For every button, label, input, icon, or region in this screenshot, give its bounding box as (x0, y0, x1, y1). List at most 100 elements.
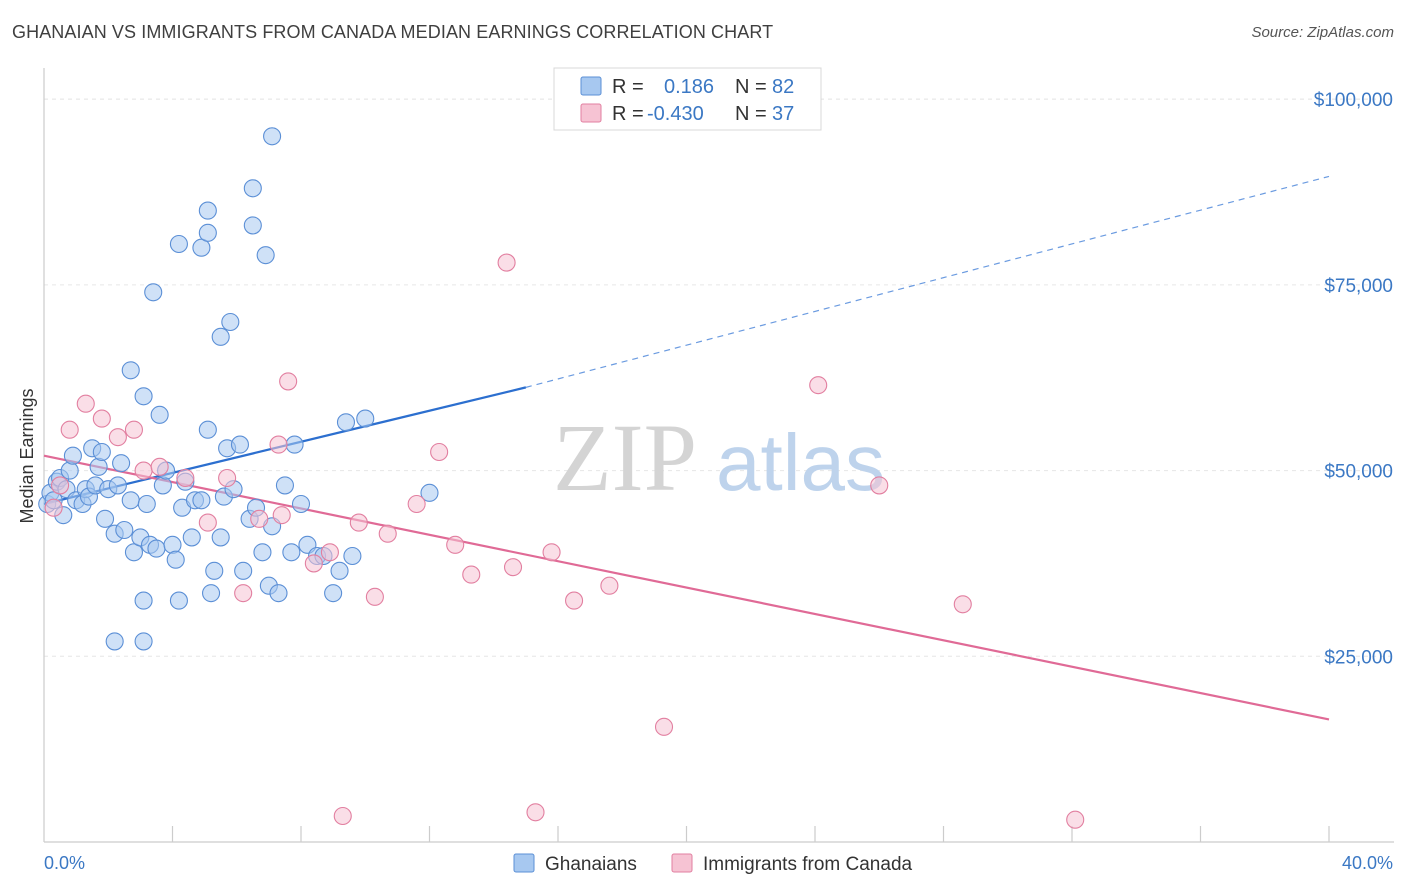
point-ghanaians (134, 591, 153, 610)
point-canada (870, 476, 889, 495)
point-ghanaians (144, 283, 163, 302)
point-canada (497, 253, 516, 272)
point-canada (198, 513, 217, 532)
source-note: Source: ZipAtlas.com (1251, 24, 1394, 41)
point-canada (503, 558, 523, 577)
legend-r-label-canada: R = (612, 103, 644, 125)
point-ghanaians (92, 442, 111, 462)
point-ghanaians (275, 476, 294, 495)
point-canada (430, 442, 449, 462)
point-ghanaians (192, 491, 211, 510)
chart-title: GHANAIAN VS IMMIGRANTS FROM CANADA MEDIA… (12, 22, 774, 42)
point-ghanaians (343, 546, 362, 566)
point-ghanaians (115, 520, 134, 540)
point-canada (542, 543, 561, 562)
point-canada (378, 524, 397, 543)
point-ghanaians (336, 413, 356, 432)
bottom-legend-swatch-ghanaians (513, 853, 535, 873)
point-canada (600, 576, 619, 595)
point-ghanaians (221, 312, 240, 332)
data-points (38, 127, 1085, 829)
point-ghanaians (134, 387, 153, 406)
point-canada (446, 535, 465, 554)
watermark: ZIP atlas (553, 404, 885, 511)
bottom-legend-label-canada: Immigrants from Canada (703, 854, 913, 875)
x-minor-ticks (171, 826, 1330, 842)
point-canada (269, 435, 288, 454)
watermark-atlas: atlas (716, 418, 885, 507)
y-tick-label: $75,000 (1324, 276, 1393, 297)
point-canada (279, 372, 298, 391)
point-canada (124, 420, 143, 439)
legend-n-value-canada: 37 (772, 103, 794, 125)
point-ghanaians (285, 435, 304, 454)
point-canada (526, 803, 545, 822)
point-ghanaians (95, 509, 115, 528)
legend-n-label-ghanaians: N = (735, 76, 767, 98)
point-canada (407, 494, 426, 514)
y-tick-label: $25,000 (1324, 647, 1393, 668)
point-canada (272, 506, 291, 525)
point-ghanaians (169, 591, 188, 610)
point-canada (365, 587, 384, 606)
point-canada (234, 584, 253, 603)
point-canada (92, 409, 111, 428)
x-tick-max: 40.0% (1342, 853, 1393, 873)
point-ghanaians (134, 632, 153, 651)
point-ghanaians (121, 361, 140, 380)
point-canada (953, 595, 972, 614)
point-ghanaians (234, 561, 253, 580)
point-ghanaians (420, 483, 439, 502)
point-ghanaians (166, 550, 185, 569)
point-ghanaians (137, 494, 156, 514)
point-canada (218, 468, 237, 488)
point-canada (333, 806, 352, 826)
bottom-legend-swatch-canada (671, 853, 693, 873)
watermark-zip: ZIP (553, 404, 697, 511)
point-canada (1066, 810, 1085, 829)
legend-n-value-ghanaians: 82 (772, 76, 794, 98)
point-ghanaians (163, 535, 182, 554)
point-ghanaians (243, 216, 262, 235)
point-canada (349, 513, 368, 532)
point-ghanaians (147, 539, 166, 558)
point-ghanaians (169, 234, 188, 254)
point-ghanaians (243, 179, 262, 198)
point-canada (462, 565, 481, 584)
point-ghanaians (198, 223, 217, 242)
point-ghanaians (182, 528, 201, 547)
point-ghanaians (112, 454, 131, 473)
legend-box: R = 0.186 N = 82 R = -0.430 N = 37 (553, 67, 822, 131)
point-canada (150, 457, 169, 476)
point-canada (134, 461, 153, 480)
y-axis-title: Median Earnings (17, 388, 37, 523)
point-ghanaians (253, 543, 272, 562)
legend-r-value-ghanaians: 0.186 (664, 76, 714, 98)
point-ghanaians (153, 476, 172, 495)
point-ghanaians (150, 405, 169, 424)
point-ghanaians (121, 491, 140, 510)
point-ghanaians (211, 327, 230, 346)
point-ghanaians (205, 561, 224, 580)
point-ghanaians (63, 446, 82, 465)
point-ghanaians (256, 246, 275, 265)
point-canada (304, 554, 323, 573)
point-canada (654, 717, 674, 736)
point-canada (250, 509, 269, 528)
point-ghanaians (60, 461, 79, 480)
point-ghanaians (105, 632, 124, 651)
y-tick-labels: $25,000 $50,000 $75,000 $100,000 (1314, 90, 1393, 668)
point-canada (44, 498, 63, 517)
point-ghanaians (330, 561, 349, 580)
bottom-legend: Ghanaians Immigrants from Canada (513, 853, 913, 875)
point-ghanaians (108, 476, 127, 495)
legend-swatch-canada (580, 103, 602, 123)
point-canada (60, 420, 79, 439)
legend-r-label-ghanaians: R = (612, 76, 644, 98)
point-canada (176, 468, 195, 488)
bottom-legend-label-ghanaians: Ghanaians (545, 854, 637, 875)
point-ghanaians (263, 127, 282, 146)
point-ghanaians (269, 584, 288, 603)
point-ghanaians (356, 409, 375, 428)
